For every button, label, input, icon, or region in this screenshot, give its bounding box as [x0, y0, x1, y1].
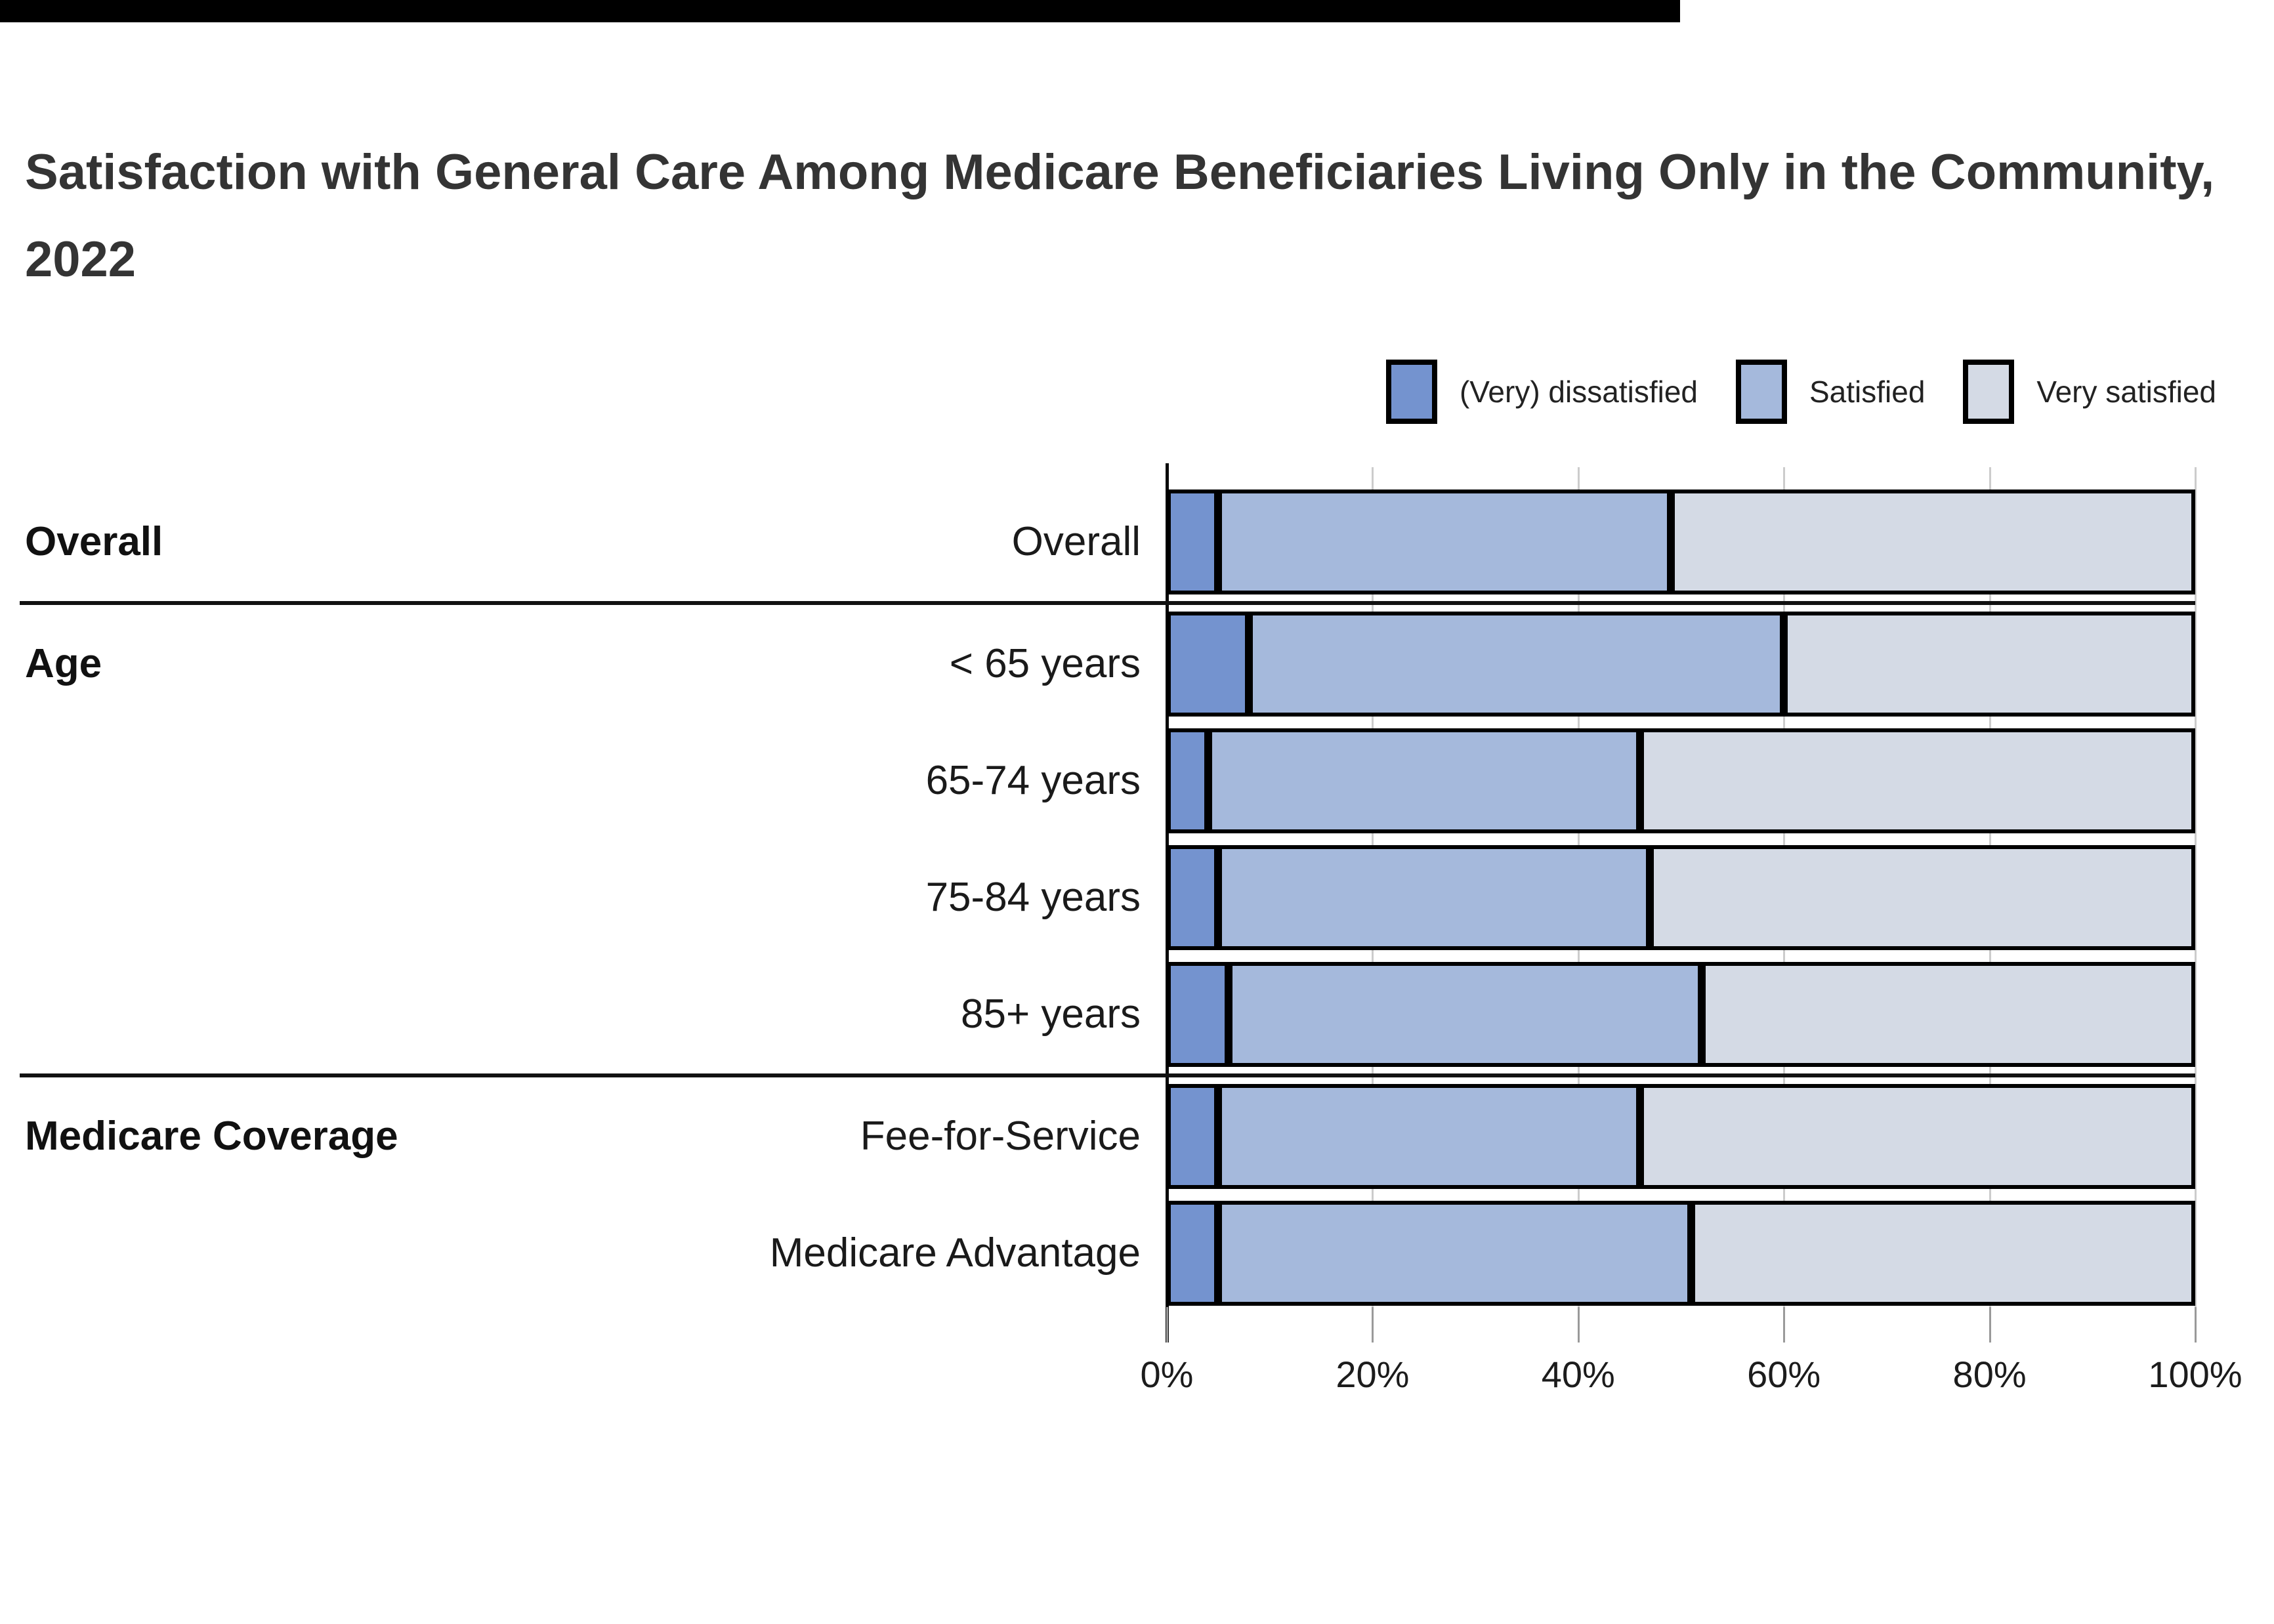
bar-segment-very-satisfied — [1784, 612, 2195, 717]
gridline-100 — [2195, 467, 2197, 1307]
bar-segment-very-satisfied — [1670, 489, 2195, 594]
x-axis-tick-label-100: 100% — [2148, 1354, 2242, 1395]
x-axis-tick-20 — [1372, 1307, 1374, 1343]
x-axis-tick-label-60: 60% — [1747, 1354, 1821, 1395]
bar-segment--very-dissatisfied — [1167, 1201, 1219, 1306]
bar-segment-satisfied — [1218, 489, 1671, 594]
group-separator-1 — [20, 601, 2195, 605]
row-label: < 65 years — [949, 641, 1141, 686]
legend-swatch-2 — [1735, 360, 1787, 424]
x-axis-tick-label-80: 80% — [1952, 1354, 2027, 1395]
bar-segment--very-dissatisfied — [1167, 845, 1219, 950]
bar-65-74-years — [1167, 728, 2195, 833]
legend: (Very) dissatisfied Satisfied Very satisfi… — [1385, 358, 2216, 426]
bar-segment-satisfied — [1229, 962, 1702, 1067]
bar-medicare-advantage — [1167, 1201, 2195, 1306]
legend-label-1: (Very) dissatisfied — [1459, 375, 1698, 409]
bar-segment--very-dissatisfied — [1167, 612, 1250, 717]
bar-segment-very-satisfied — [1639, 1084, 2195, 1189]
legend-label-2: Satisfied — [1809, 375, 1926, 409]
screenshot-top-black-strip — [0, 0, 1680, 22]
bar-85-years — [1167, 962, 2195, 1067]
bar-segment-satisfied — [1218, 1084, 1640, 1189]
bar-segment--very-dissatisfied — [1167, 962, 1229, 1067]
row-label: 65-74 years — [925, 758, 1141, 803]
x-axis-tick-label-20: 20% — [1336, 1354, 1410, 1395]
legend-item-3: Very satisfied — [1963, 360, 2216, 424]
bar-segment-satisfied — [1249, 612, 1784, 717]
bar-fee-for-service — [1167, 1084, 2195, 1189]
bar-segment-satisfied — [1218, 1201, 1692, 1306]
x-axis-tick-0 — [1166, 1307, 1168, 1343]
group-separator-2 — [20, 1073, 2195, 1077]
legend-item-1: (Very) dissatisfied — [1385, 360, 1698, 424]
legend-item-2: Satisfied — [1735, 360, 1926, 424]
bar-segment-very-satisfied — [1639, 728, 2195, 833]
bar-segment--very-dissatisfied — [1167, 1084, 1219, 1189]
group-label-age: Age — [25, 641, 102, 686]
bar-segment-satisfied — [1218, 845, 1651, 950]
row-label: Medicare Advantage — [769, 1230, 1141, 1276]
bar-segment-satisfied — [1208, 728, 1640, 833]
legend-swatch-3 — [1963, 360, 2015, 424]
legend-label-3: Very satisfied — [2036, 375, 2216, 409]
bar-segment--very-dissatisfied — [1167, 728, 1208, 833]
x-axis-tick-40 — [1577, 1307, 1580, 1343]
bar-overall — [1167, 489, 2195, 594]
group-label-medicare-coverage: Medicare Coverage — [25, 1114, 398, 1159]
bar--65-years — [1167, 612, 2195, 717]
bar-75-84-years — [1167, 845, 2195, 950]
row-label: Fee-for-Service — [860, 1114, 1141, 1159]
bar-segment-very-satisfied — [1691, 1201, 2195, 1306]
bar-segment-very-satisfied — [1701, 962, 2195, 1067]
group-label-overall: Overall — [25, 519, 163, 564]
x-axis-tick-60 — [1783, 1307, 1786, 1343]
x-axis-tick-label-40: 40% — [1541, 1354, 1615, 1395]
chart-title: Satisfaction with General Care Among Med… — [25, 144, 2215, 287]
row-label: 75-84 years — [925, 875, 1141, 920]
x-axis-tick-80 — [1989, 1307, 1991, 1343]
row-label: Overall — [1011, 519, 1141, 564]
row-label: 85+ years — [960, 991, 1141, 1037]
legend-swatch-1 — [1385, 360, 1437, 424]
bar-segment--very-dissatisfied — [1167, 489, 1219, 594]
x-axis-tick-100 — [2195, 1307, 2197, 1343]
bar-segment-very-satisfied — [1650, 845, 2195, 950]
x-axis-tick-label-0: 0% — [1140, 1354, 1194, 1395]
